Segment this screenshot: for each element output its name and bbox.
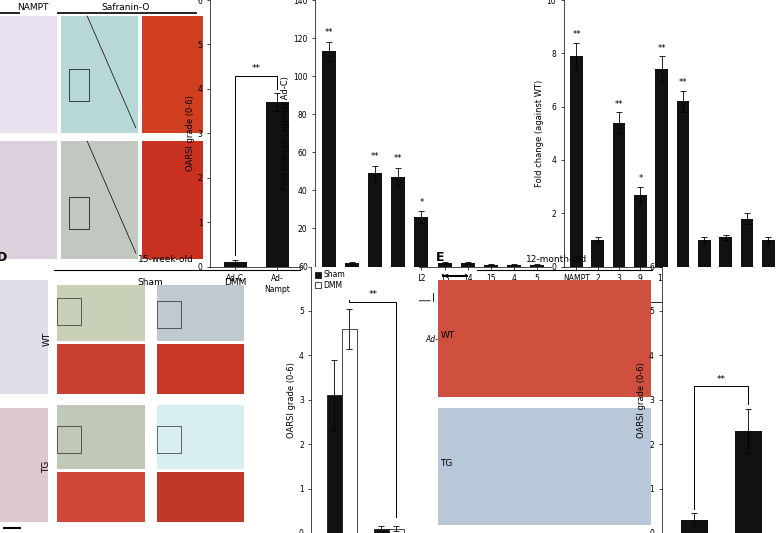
Text: 15-week-old: 15-week-old bbox=[137, 255, 194, 264]
Text: MMP: MMP bbox=[379, 312, 397, 321]
Y-axis label: OARSI grade (0-6): OARSI grade (0-6) bbox=[637, 362, 646, 438]
Text: NAMPT: NAMPT bbox=[16, 3, 48, 12]
Bar bbox=[484, 264, 497, 266]
Bar bbox=[391, 177, 405, 266]
Text: WT: WT bbox=[440, 332, 455, 340]
Text: TG: TG bbox=[678, 337, 688, 346]
Text: **: ** bbox=[572, 30, 581, 39]
Bar bbox=[373, 529, 389, 533]
Bar bbox=[613, 123, 626, 266]
Bar bbox=[266, 102, 289, 266]
Text: **: ** bbox=[615, 100, 623, 109]
Text: MMP: MMP bbox=[622, 314, 640, 324]
Bar bbox=[591, 240, 604, 266]
Bar bbox=[157, 426, 180, 453]
Bar bbox=[680, 520, 708, 533]
Bar bbox=[415, 217, 429, 266]
Y-axis label: Fold change (against Ad-C): Fold change (against Ad-C) bbox=[281, 76, 290, 190]
Text: **: ** bbox=[658, 44, 666, 53]
Text: TG: TG bbox=[42, 460, 52, 473]
Bar bbox=[761, 240, 775, 266]
Bar bbox=[345, 263, 359, 266]
Text: TG: TG bbox=[440, 459, 453, 468]
Bar bbox=[389, 529, 404, 533]
Text: **: ** bbox=[369, 290, 377, 300]
Bar bbox=[570, 56, 583, 266]
Text: **: ** bbox=[717, 375, 726, 384]
Bar bbox=[719, 237, 732, 266]
Bar bbox=[327, 395, 342, 533]
Bar bbox=[655, 69, 668, 266]
Text: *: * bbox=[638, 174, 643, 183]
Bar bbox=[507, 264, 521, 266]
Bar bbox=[634, 195, 647, 266]
Text: **: ** bbox=[679, 78, 687, 87]
Y-axis label: OARSI grade (0-6): OARSI grade (0-6) bbox=[287, 362, 296, 438]
Text: **: ** bbox=[394, 154, 402, 163]
Text: **: ** bbox=[371, 152, 380, 161]
Bar bbox=[735, 431, 762, 533]
Bar bbox=[157, 301, 180, 328]
Text: E: E bbox=[436, 251, 444, 264]
Bar bbox=[740, 219, 754, 266]
Text: DMM: DMM bbox=[224, 278, 246, 287]
Text: *: * bbox=[419, 198, 423, 207]
Bar bbox=[530, 264, 544, 266]
Bar bbox=[676, 101, 690, 266]
Text: 12-month-old: 12-month-old bbox=[526, 255, 587, 264]
Legend: Sham, DMM: Sham, DMM bbox=[316, 270, 345, 290]
Text: Sham: Sham bbox=[137, 278, 163, 287]
Bar bbox=[437, 263, 451, 266]
Bar bbox=[322, 51, 336, 266]
Bar bbox=[224, 262, 247, 266]
Bar bbox=[57, 426, 81, 453]
Text: ADAMTS: ADAMTS bbox=[719, 314, 751, 324]
Bar bbox=[698, 240, 711, 266]
Text: Ad-Nampt: Ad-Nampt bbox=[426, 335, 464, 344]
Text: Safranin-O: Safranin-O bbox=[102, 3, 150, 12]
Y-axis label: Fold change (against WT): Fold change (against WT) bbox=[535, 79, 544, 187]
Text: **: ** bbox=[325, 28, 333, 37]
Bar bbox=[368, 173, 382, 266]
Bar bbox=[342, 329, 357, 533]
Y-axis label: OARSI grade (0-6): OARSI grade (0-6) bbox=[186, 95, 194, 171]
Text: ADAMTS: ADAMTS bbox=[485, 312, 518, 321]
Text: D: D bbox=[0, 251, 7, 264]
Text: **: ** bbox=[251, 64, 261, 74]
Bar bbox=[461, 263, 475, 266]
Bar bbox=[57, 298, 81, 325]
Text: WT: WT bbox=[42, 332, 52, 345]
